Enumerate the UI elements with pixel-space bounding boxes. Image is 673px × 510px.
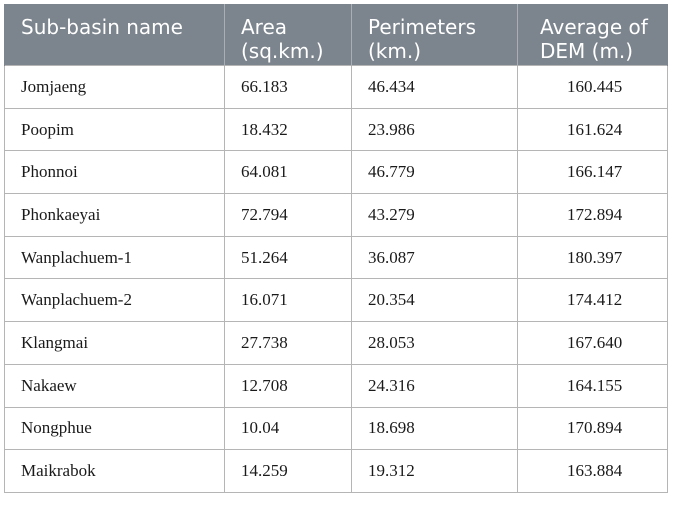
cell-perimeter: 23.986	[351, 107, 518, 152]
cell-average-dem: 172.894	[517, 193, 668, 237]
table-row: Nongphue 10.04 18.698 170.894	[4, 406, 668, 451]
cell-average-dem: 161.624	[517, 107, 668, 152]
cell-area: 14.259	[224, 449, 352, 493]
header-line: (sq.km.)	[241, 39, 324, 63]
cell-sub-basin-name: Phonnoi	[4, 150, 225, 195]
cell-average-dem: 166.147	[517, 150, 668, 195]
cell-perimeter: 20.354	[351, 278, 518, 323]
table-row: Poopim 18.432 23.986 161.624	[4, 107, 668, 152]
header-average-dem: Average of DEM (m.)	[517, 4, 668, 66]
cell-average-dem: 163.884	[517, 449, 668, 493]
cell-area: 16.071	[224, 278, 352, 323]
cell-perimeter: 36.087	[351, 235, 518, 280]
table-body: Jomjaeng 66.183 46.434 160.445 Poopim 18…	[4, 65, 668, 493]
cell-area: 51.264	[224, 235, 352, 280]
cell-sub-basin-name: Wanplachuem-1	[4, 235, 225, 280]
cell-area: 18.432	[224, 107, 352, 152]
table-row: Nakaew 12.708 24.316 164.155	[4, 363, 668, 408]
cell-perimeter: 46.434	[351, 65, 518, 109]
header-line: Perimeters	[368, 15, 477, 39]
header-area: Area (sq.km.)	[224, 4, 352, 66]
cell-sub-basin-name: Wanplachuem-2	[4, 278, 225, 323]
header-line: (km.)	[368, 39, 422, 63]
cell-perimeter: 46.779	[351, 150, 518, 195]
cell-area: 27.738	[224, 321, 352, 365]
cell-perimeter: 19.312	[351, 449, 518, 493]
cell-sub-basin-name: Nongphue	[4, 406, 225, 451]
cell-sub-basin-name: Klangmai	[4, 321, 225, 365]
data-table-container: Sub-basin name Area (sq.km.) Perimeters …	[4, 4, 668, 493]
cell-perimeter: 24.316	[351, 363, 518, 408]
header-row: Sub-basin name Area (sq.km.) Perimeters …	[4, 4, 668, 66]
cell-average-dem: 180.397	[517, 235, 668, 280]
cell-sub-basin-name: Maikrabok	[4, 449, 225, 493]
header-line: Area	[241, 15, 288, 39]
sub-basin-table: Sub-basin name Area (sq.km.) Perimeters …	[4, 4, 668, 493]
cell-sub-basin-name: Poopim	[4, 107, 225, 152]
cell-average-dem: 170.894	[517, 406, 668, 451]
table-row: Phonnoi 64.081 46.779 166.147	[4, 150, 668, 195]
header-sub-basin-name: Sub-basin name	[4, 4, 225, 66]
table-row: Maikrabok 14.259 19.312 163.884	[4, 449, 668, 493]
table-row: Phonkaeyai 72.794 43.279 172.894	[4, 193, 668, 237]
header-line: DEM (m.)	[540, 39, 634, 63]
header-perimeters: Perimeters (km.)	[351, 4, 518, 66]
table-header: Sub-basin name Area (sq.km.) Perimeters …	[4, 4, 668, 66]
cell-perimeter: 43.279	[351, 193, 518, 237]
cell-sub-basin-name: Phonkaeyai	[4, 193, 225, 237]
cell-perimeter: 18.698	[351, 406, 518, 451]
cell-area: 72.794	[224, 193, 352, 237]
header-line: Average of	[540, 15, 648, 39]
cell-area: 66.183	[224, 65, 352, 109]
table-row: Klangmai 27.738 28.053 167.640	[4, 321, 668, 365]
header-line: Sub-basin name	[21, 15, 183, 39]
cell-perimeter: 28.053	[351, 321, 518, 365]
cell-average-dem: 174.412	[517, 278, 668, 323]
cell-area: 12.708	[224, 363, 352, 408]
table-row: Wanplachuem-1 51.264 36.087 180.397	[4, 235, 668, 280]
cell-sub-basin-name: Jomjaeng	[4, 65, 225, 109]
cell-sub-basin-name: Nakaew	[4, 363, 225, 408]
table-row: Jomjaeng 66.183 46.434 160.445	[4, 65, 668, 109]
cell-area: 10.04	[224, 406, 352, 451]
cell-area: 64.081	[224, 150, 352, 195]
table-row: Wanplachuem-2 16.071 20.354 174.412	[4, 278, 668, 323]
cell-average-dem: 160.445	[517, 65, 668, 109]
cell-average-dem: 167.640	[517, 321, 668, 365]
cell-average-dem: 164.155	[517, 363, 668, 408]
